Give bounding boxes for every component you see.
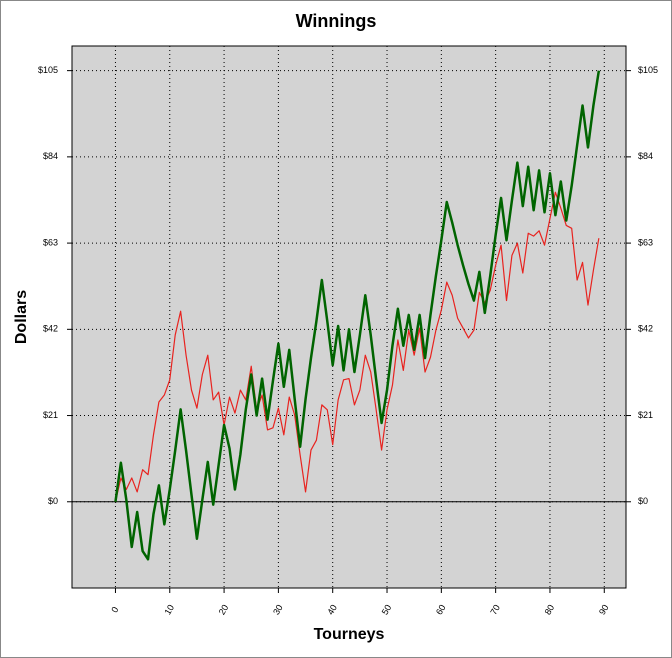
- x-axis-label: Tourneys: [314, 626, 385, 643]
- y-tick-label: $0: [48, 496, 58, 506]
- x-tick-label: 90: [597, 603, 611, 617]
- y2-tick-label: $105: [638, 65, 658, 75]
- x-tick-label: 20: [217, 603, 231, 617]
- plot-area: [71, 45, 627, 589]
- y2-tick-label: $21: [638, 410, 653, 420]
- y2-tick-label: $0: [638, 496, 648, 506]
- y2-tick-label: $63: [638, 237, 653, 247]
- line: [114, 70, 601, 561]
- y-tick-label: $42: [43, 324, 58, 334]
- x-tick-label: 70: [488, 603, 502, 617]
- chart-title: Winnings: [296, 11, 377, 31]
- y-tick-label: $105: [38, 65, 58, 75]
- y-tick-label: $84: [43, 151, 58, 161]
- x-tick-label: 10: [162, 603, 176, 617]
- x-tick-label: 30: [271, 603, 285, 617]
- line: [114, 191, 600, 502]
- x-tick-label: 60: [434, 603, 448, 617]
- y2-tick-label: $42: [638, 324, 653, 334]
- x-tick-label: 80: [543, 603, 557, 617]
- x-tick-label: 40: [325, 603, 339, 617]
- x-tick-label: 0: [109, 605, 120, 614]
- y-axis-label: Dollars: [13, 290, 30, 344]
- x-tick-label: 50: [380, 603, 394, 617]
- y-tick-label: $21: [43, 410, 58, 420]
- y-tick-label: $63: [43, 237, 58, 247]
- y2-tick-label: $84: [638, 151, 653, 161]
